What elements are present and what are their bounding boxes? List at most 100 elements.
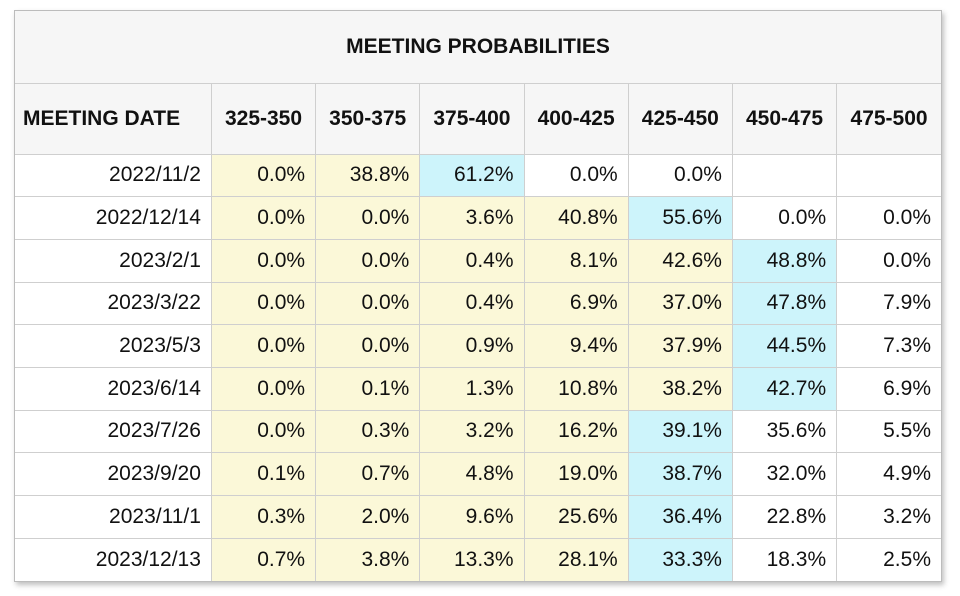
probability-cell: 0.0%	[210, 366, 317, 411]
table-row: 2023/9/20 0.1% 0.7% 4.8% 19.0% 38.7% 32.0% 4.9%	[15, 452, 941, 496]
probability-cell: 3.6%	[419, 196, 525, 240]
header-rate-range: 425-450	[627, 82, 733, 155]
probability-cell: 47.8%	[731, 281, 838, 326]
probability-cell: 0.0%	[523, 153, 629, 198]
probability-cell: 35.6%	[731, 409, 838, 454]
probability-cell: 4.8%	[419, 452, 525, 496]
table-row: 2023/3/22 0.0% 0.0% 0.4% 6.9% 37.0% 47.8% 7.9%	[15, 281, 941, 326]
header-rate-range: 350-375	[315, 82, 421, 155]
probability-cell: 0.0%	[315, 324, 421, 368]
probability-cell: 37.9%	[627, 324, 733, 368]
header-rate-range: 450-475	[731, 82, 838, 155]
probability-cell: 0.0%	[210, 196, 317, 240]
probability-cell: 25.6%	[523, 495, 629, 539]
meeting-date-cell: 2023/9/20	[15, 452, 212, 496]
probability-cell: 0.1%	[315, 366, 421, 411]
column-header-row: MEETING DATE 325-350 350-375 375-400 400-425…	[15, 82, 941, 155]
meeting-date-cell: 2023/7/26	[15, 409, 212, 454]
header-rate-range: 400-425	[523, 82, 629, 155]
probability-cell: 39.1%	[627, 409, 733, 454]
probability-cell: 42.6%	[627, 238, 733, 283]
probability-cell: 0.4%	[419, 238, 525, 283]
probability-cell: 0.1%	[210, 452, 317, 496]
probability-cell: 4.9%	[836, 452, 941, 496]
probability-cell: 55.6%	[627, 196, 733, 240]
probability-cell: 32.0%	[731, 452, 838, 496]
meeting-date-cell: 2023/6/14	[15, 366, 212, 411]
probability-cell: 0.7%	[315, 452, 421, 496]
probability-cell: 22.8%	[731, 495, 838, 539]
probability-cell: 28.1%	[523, 537, 629, 581]
probability-cell: 2.0%	[315, 495, 421, 539]
meeting-date-cell: 2023/3/22	[15, 281, 212, 326]
probability-cell: 0.0%	[731, 196, 838, 240]
probability-cell: 61.2%	[419, 153, 525, 198]
probability-cell: 38.2%	[627, 366, 733, 411]
header-rate-range: 325-350	[210, 82, 317, 155]
meeting-date-cell: 2023/11/1	[15, 495, 212, 539]
probability-cell: 0.0%	[210, 324, 317, 368]
probability-cell: 42.7%	[731, 366, 838, 411]
table-row: 2023/6/14 0.0% 0.1% 1.3% 10.8% 38.2% 42.7% 6.9%	[15, 366, 941, 411]
table-row: 2023/7/26 0.0% 0.3% 3.2% 16.2% 39.1% 35.6% 5.5%	[15, 409, 941, 454]
meeting-date-cell: 2023/5/3	[15, 324, 212, 368]
probability-cell: 3.8%	[315, 537, 421, 581]
probability-cell: 0.0%	[836, 196, 941, 240]
probability-cell: 44.5%	[731, 324, 838, 368]
probability-cell: 0.0%	[627, 153, 733, 198]
probability-cell: 18.3%	[731, 537, 838, 581]
probability-cell: 48.8%	[731, 238, 838, 283]
probabilities-panel: MEETING PROBABILITIES MEETING DATE 325-35…	[14, 10, 942, 582]
probability-cell: 7.9%	[836, 281, 941, 326]
table-row: 2023/12/13 0.7% 3.8% 13.3% 28.1% 33.3% 18.3% 2.…	[15, 537, 941, 581]
probability-cell: 5.5%	[836, 409, 941, 454]
table-body: 2022/11/2 0.0% 38.8% 61.2% 0.0% 0.0% 2022/12/1…	[15, 153, 941, 581]
meeting-date-cell: 2022/11/2	[15, 153, 212, 198]
probability-cell: 0.0%	[210, 409, 317, 454]
table-row: 2023/5/3 0.0% 0.0% 0.9% 9.4% 37.9% 44.5% 7.3%	[15, 324, 941, 368]
probability-cell: 0.0%	[210, 153, 317, 198]
probability-cell: 0.0%	[210, 238, 317, 283]
probability-cell: 0.0%	[836, 238, 941, 283]
probability-cell: 0.0%	[315, 281, 421, 326]
probability-cell: 8.1%	[523, 238, 629, 283]
probability-cell: 33.3%	[627, 537, 733, 581]
probability-cell: 1.3%	[419, 366, 525, 411]
probability-cell: 13.3%	[419, 537, 525, 581]
probability-cell: 37.0%	[627, 281, 733, 326]
header-rate-range: 475-500	[836, 82, 941, 155]
probability-cell: 2.5%	[836, 537, 941, 581]
probability-cell: 9.6%	[419, 495, 525, 539]
probability-cell: 38.7%	[627, 452, 733, 496]
header-meeting-date: MEETING DATE	[15, 82, 212, 155]
table-row: 2022/11/2 0.0% 38.8% 61.2% 0.0% 0.0%	[15, 153, 941, 198]
probability-cell: 40.8%	[523, 196, 629, 240]
probability-cell: 3.2%	[419, 409, 525, 454]
probability-cell: 0.3%	[315, 409, 421, 454]
table-title: MEETING PROBABILITIES	[15, 11, 941, 84]
table-row: 2022/12/14 0.0% 0.0% 3.6% 40.8% 55.6% 0.0% 0.0%	[15, 196, 941, 240]
probability-cell: 3.2%	[836, 495, 941, 539]
probability-cell: 10.8%	[523, 366, 629, 411]
table-row: 2023/2/1 0.0% 0.0% 0.4% 8.1% 42.6% 48.8% 0.0%	[15, 238, 941, 283]
meeting-date-cell: 2022/12/14	[15, 196, 212, 240]
meeting-date-cell: 2023/12/13	[15, 537, 212, 581]
header-rate-range: 375-400	[419, 82, 525, 155]
table-row: 2023/11/1 0.3% 2.0% 9.6% 25.6% 36.4% 22.8% 3.2%	[15, 495, 941, 539]
probability-cell: 7.3%	[836, 324, 941, 368]
meeting-probabilities-table: MEETING PROBABILITIES MEETING DATE 325-35…	[15, 11, 941, 581]
probability-cell: 0.7%	[210, 537, 317, 581]
probability-cell: 38.8%	[315, 153, 421, 198]
probability-cell	[731, 153, 838, 198]
meeting-date-cell: 2023/2/1	[15, 238, 212, 283]
probability-cell	[836, 153, 941, 198]
probability-cell: 9.4%	[523, 324, 629, 368]
probability-cell: 0.0%	[315, 238, 421, 283]
probability-cell: 6.9%	[523, 281, 629, 326]
probability-cell: 0.3%	[210, 495, 317, 539]
probability-cell: 0.4%	[419, 281, 525, 326]
probability-cell: 0.0%	[315, 196, 421, 240]
probability-cell: 6.9%	[836, 366, 941, 411]
probability-cell: 19.0%	[523, 452, 629, 496]
probability-cell: 0.9%	[419, 324, 525, 368]
